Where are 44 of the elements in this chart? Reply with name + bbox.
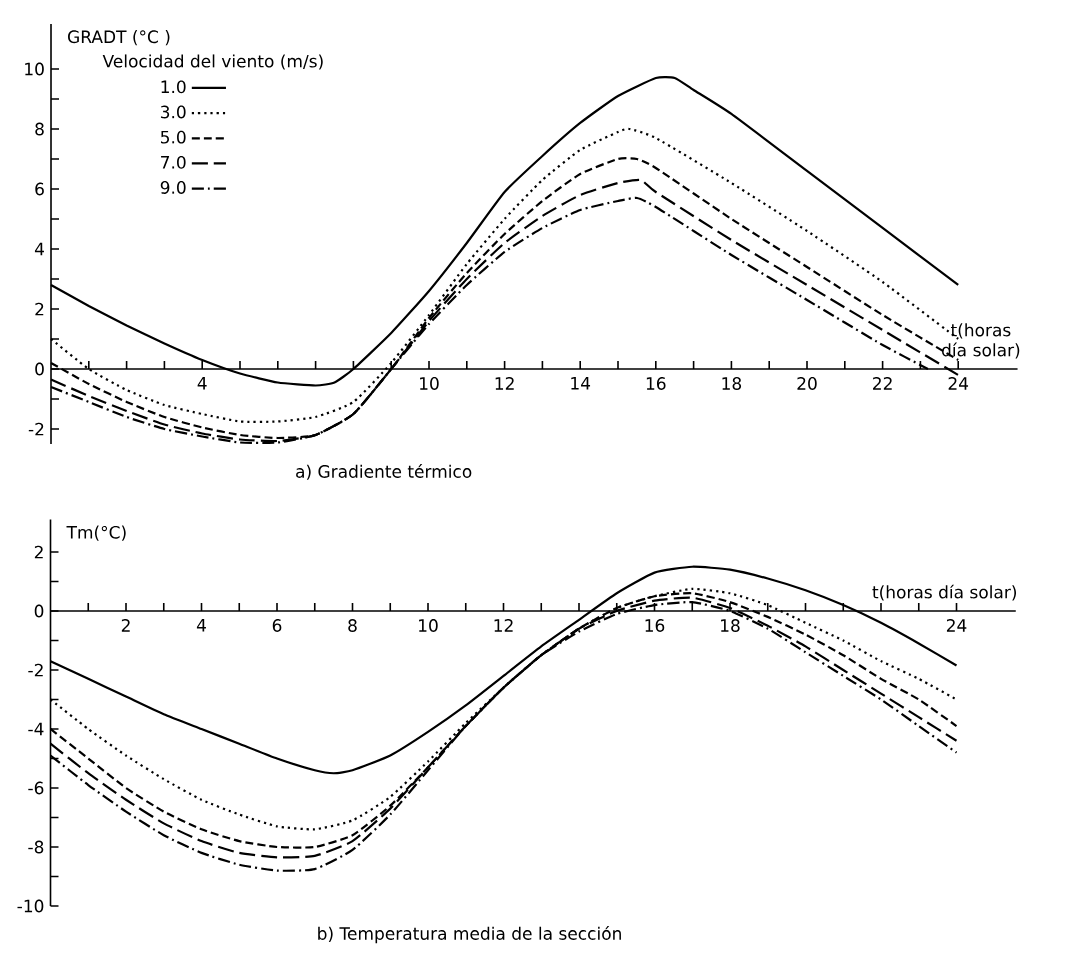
x-tick-label: 10 (420, 377, 439, 390)
y-tick-label: 4 (34, 242, 44, 256)
legend-label: 7.0 (161, 155, 186, 169)
x-tick-label: 14 (571, 377, 591, 390)
x-tick-label: 6 (272, 619, 282, 632)
x-tick-label: 12 (494, 619, 513, 632)
x-tick-label: 4 (197, 377, 207, 390)
x-tick-label: 18 (722, 377, 742, 390)
y-tick-label: 10 (25, 62, 44, 76)
text: b) Temperatura media de la sección (318, 926, 621, 944)
y-tick-label: -8 (28, 840, 44, 854)
y-tick-label: 6 (35, 182, 44, 196)
y-tick-label: 2 (35, 302, 44, 316)
x-tick-label: 22 (873, 377, 892, 390)
x-tick-label: 12 (495, 377, 514, 390)
legend-label: 5.0 (161, 130, 186, 144)
x-tick-label: 4 (196, 619, 206, 632)
y-tick-label: -6 (28, 781, 44, 795)
y-axis-title: Tm(°C) (66, 525, 126, 541)
legend-title: Velocidad del viento (m/s) (102, 54, 323, 70)
x-axis-title: t(horas día solar) (942, 323, 1020, 359)
legend-label: 9.0 (160, 181, 186, 194)
x-tick-label: 20 (797, 377, 817, 390)
legend-label: 1.0 (161, 80, 186, 94)
x-tick-label: 18 (721, 619, 740, 632)
x-tick-label: 10 (419, 619, 438, 632)
y-axis-title: GRADT (°C ) (68, 30, 170, 46)
x-tick-label: 8 (348, 619, 357, 632)
text: a) Gradiente térmico (296, 464, 472, 480)
y-tick-label: 0 (35, 362, 44, 376)
x-tick-label: 16 (645, 619, 665, 632)
x-tick-label: 2 (121, 619, 130, 632)
x-tick-label: 16 (646, 377, 666, 390)
y-tick-label: 8 (35, 122, 44, 136)
y-tick-label: -2 (28, 422, 44, 436)
legend-label: 3.0 (160, 105, 186, 119)
y-tick-label: -4 (28, 722, 44, 736)
y-tick-label: -2 (28, 663, 43, 677)
y-tick-label: 2 (34, 545, 43, 559)
x-tick-label: 24 (948, 377, 969, 390)
y-tick-label: -10 (17, 899, 44, 913)
x-tick-label: 24 (946, 619, 967, 632)
x-axis-title: t(horas día solar) (872, 584, 1017, 601)
y-tick-label: 0 (34, 604, 44, 618)
